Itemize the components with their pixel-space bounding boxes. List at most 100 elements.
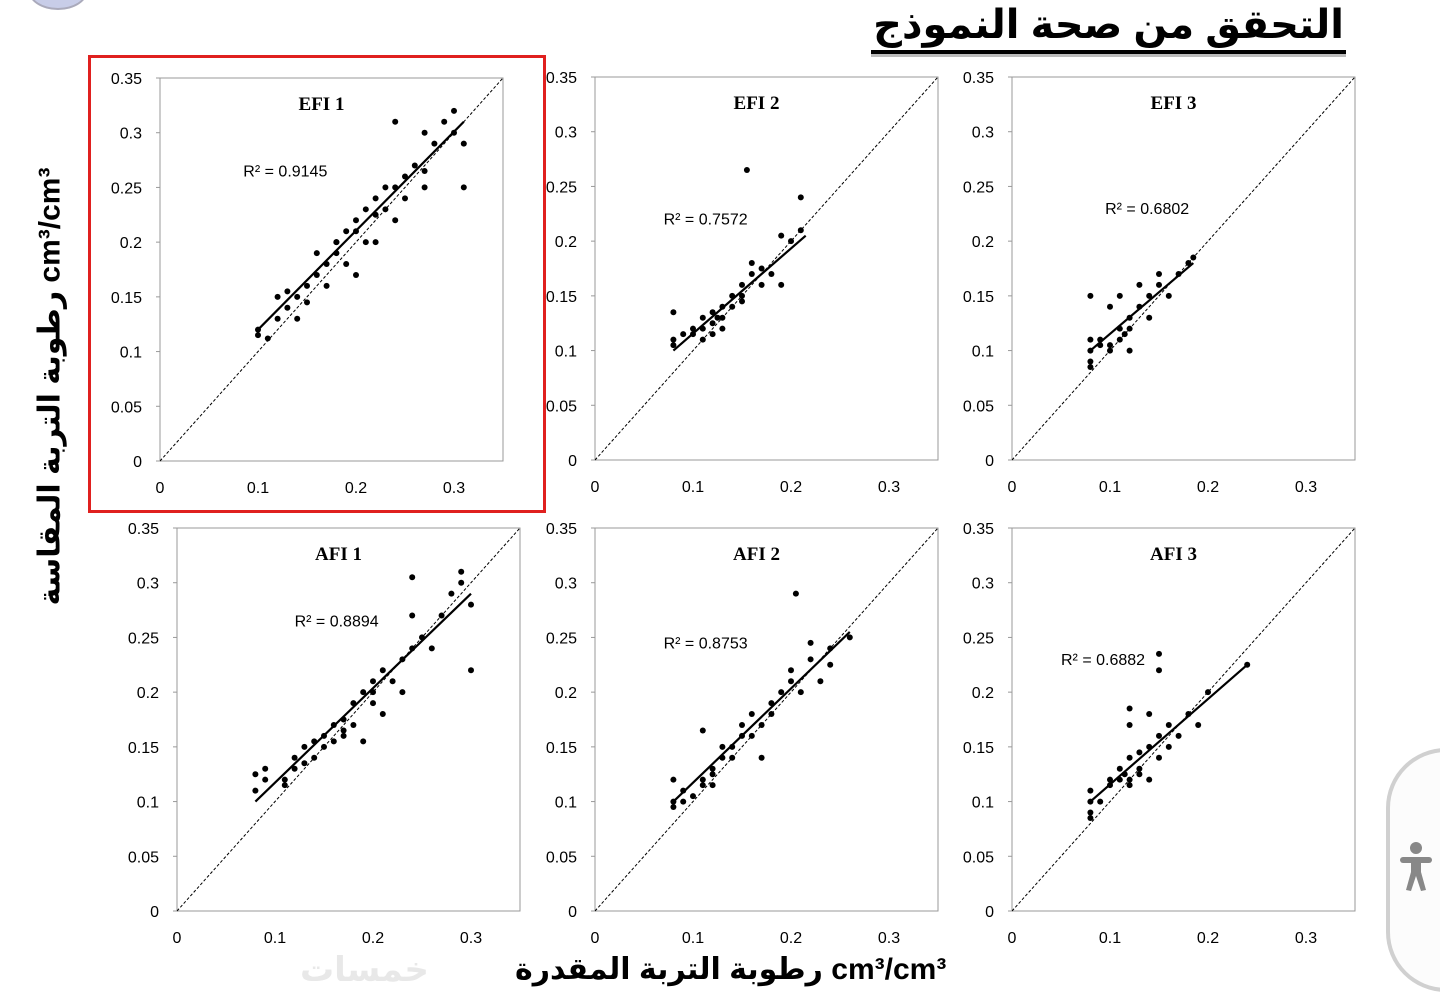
- data-point: [1087, 363, 1094, 370]
- x-tick-label: 0.3: [1295, 479, 1317, 496]
- x-tick-label: 0.1: [1099, 930, 1121, 947]
- data-point: [343, 261, 350, 268]
- data-point: [797, 689, 804, 696]
- panel-efi-1: 0 0.05 0.1 0.15 0.2 0.25 0.3 0.35 0 0.1 0.2 0.3 EFI …: [111, 71, 504, 497]
- data-point: [1156, 732, 1162, 739]
- data-point: [1107, 347, 1113, 354]
- data-point: [1116, 292, 1123, 299]
- panel-title: EFI 3: [1151, 93, 1197, 114]
- data-point: [284, 288, 291, 295]
- x-tick-label: 0.3: [443, 480, 465, 497]
- data-point: [1126, 782, 1133, 789]
- y-tick-label: 0.25: [111, 180, 142, 197]
- data-point: [294, 293, 301, 300]
- plot-area: [159, 77, 504, 462]
- data-point: [392, 217, 399, 224]
- data-point: [399, 689, 406, 696]
- data-point: [778, 232, 785, 239]
- data-point: [758, 721, 765, 728]
- data-point: [431, 140, 438, 147]
- data-point: [797, 194, 804, 201]
- y-tick-label: 0: [568, 453, 577, 470]
- x-tick-label: 0.2: [1197, 930, 1219, 947]
- data-point: [709, 771, 716, 778]
- data-point: [1136, 765, 1143, 772]
- data-point: [739, 292, 745, 299]
- data-point: [1146, 776, 1153, 783]
- x-tick-label: 0.2: [780, 479, 802, 496]
- data-point: [411, 162, 418, 169]
- y-tick-label: 0.05: [546, 849, 577, 866]
- r-squared-label: R² = 0.7572: [664, 212, 748, 229]
- trend-line: [1089, 663, 1248, 803]
- y-tick-label: 0.05: [546, 398, 577, 415]
- data-point: [1126, 776, 1133, 783]
- one-to-one-line: [159, 77, 504, 462]
- y-tick-label: 0.2: [120, 235, 142, 252]
- y-tick-label: 0.05: [111, 399, 142, 416]
- accessibility-button[interactable]: [1386, 748, 1440, 992]
- y-tick-label: 0.1: [972, 795, 994, 812]
- y-tick-label: 0.25: [546, 630, 577, 647]
- one-to-one-line: [176, 527, 521, 912]
- data-point: [1087, 809, 1094, 816]
- data-point: [330, 738, 337, 745]
- data-point: [1126, 754, 1133, 761]
- data-point: [670, 776, 677, 783]
- y-tick-label: 0.35: [128, 521, 159, 538]
- data-point: [797, 227, 804, 234]
- data-point: [788, 667, 794, 674]
- trend-line: [1089, 262, 1195, 352]
- data-point: [1165, 743, 1172, 750]
- data-point: [709, 331, 716, 338]
- plot-area: [1011, 76, 1356, 461]
- y-tick-label: 0.25: [128, 630, 159, 647]
- data-point: [392, 118, 399, 125]
- y-tick-label: 0.15: [111, 290, 142, 307]
- y-tick-label: 0: [985, 453, 994, 470]
- panel-efi-2: 0 0.05 0.1 0.15 0.2 0.25 0.3 0.35 0 0.1 0.2 0.3 EFI …: [546, 70, 939, 496]
- data-point: [291, 754, 298, 761]
- data-point: [719, 325, 726, 332]
- data-point: [1136, 281, 1143, 288]
- data-point: [709, 320, 716, 327]
- y-tick-label: 0.35: [546, 521, 577, 538]
- data-point: [301, 760, 308, 767]
- data-point: [788, 238, 794, 245]
- accessibility-person-icon: [1400, 842, 1432, 891]
- data-point: [262, 765, 269, 772]
- y-tick-label: 0.1: [137, 795, 159, 812]
- data-point: [758, 265, 765, 272]
- y-tick-label: 0.1: [120, 345, 142, 362]
- trend-line: [672, 234, 807, 352]
- y-tick-label: 0.1: [972, 344, 994, 361]
- data-point: [353, 271, 359, 278]
- data-point: [670, 342, 677, 349]
- y-tick-label: 0.05: [128, 849, 159, 866]
- data-point: [370, 700, 376, 707]
- plot-area: [176, 527, 521, 912]
- data-point: [680, 331, 687, 338]
- y-tick-label: 0.3: [137, 576, 159, 593]
- data-point: [343, 228, 350, 235]
- data-point: [748, 260, 755, 267]
- data-point: [323, 282, 330, 289]
- plot-area: [594, 527, 939, 912]
- data-point: [428, 645, 435, 652]
- data-point: [1165, 721, 1172, 728]
- watermark: خمسات: [300, 951, 429, 989]
- data-point: [1136, 771, 1143, 778]
- data-point: [729, 303, 736, 310]
- data-point: [421, 184, 428, 191]
- data-point: [714, 314, 721, 321]
- data-point: [1156, 754, 1162, 761]
- data-point: [729, 754, 736, 761]
- y-tick-label: 0.35: [963, 521, 994, 538]
- data-point: [739, 281, 745, 288]
- data-point: [311, 754, 318, 761]
- x-tick-label: 0.3: [1295, 930, 1317, 947]
- data-point: [274, 293, 281, 300]
- data-point: [421, 168, 428, 175]
- y-tick-label: 0.1: [555, 344, 577, 361]
- data-point: [768, 270, 775, 277]
